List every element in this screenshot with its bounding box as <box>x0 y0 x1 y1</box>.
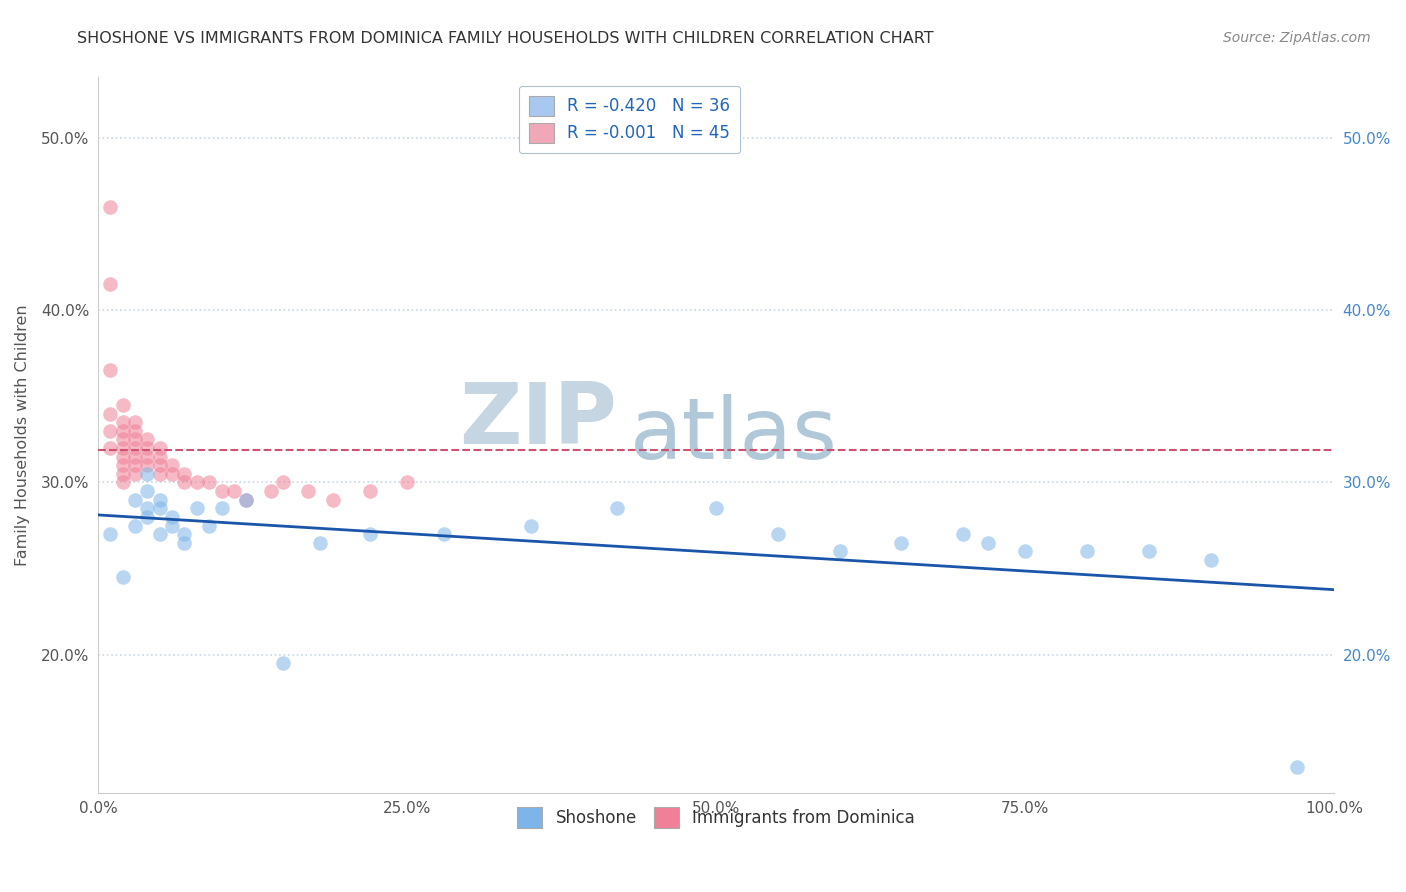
Point <box>211 501 233 516</box>
Point <box>235 492 257 507</box>
Point <box>98 527 121 541</box>
Point <box>149 492 172 507</box>
Point <box>704 501 727 516</box>
Point <box>124 467 146 481</box>
Point <box>160 518 183 533</box>
Point <box>111 458 134 473</box>
Point <box>136 509 159 524</box>
Legend: Shoshone, Immigrants from Dominica: Shoshone, Immigrants from Dominica <box>510 801 921 834</box>
Point <box>359 484 381 499</box>
Point <box>124 424 146 438</box>
Point <box>98 441 121 455</box>
Point <box>297 484 319 499</box>
Point <box>173 467 195 481</box>
Point <box>222 484 245 499</box>
Point <box>136 441 159 455</box>
Point <box>198 518 221 533</box>
Point <box>1137 544 1160 558</box>
Point <box>395 475 418 490</box>
Point <box>149 501 172 516</box>
Point <box>111 424 134 438</box>
Point <box>98 407 121 421</box>
Point <box>149 458 172 473</box>
Text: atlas: atlas <box>630 393 838 476</box>
Point <box>136 450 159 464</box>
Point <box>273 657 295 671</box>
Point <box>136 467 159 481</box>
Point <box>160 509 183 524</box>
Text: Source: ZipAtlas.com: Source: ZipAtlas.com <box>1223 31 1371 45</box>
Text: ZIP: ZIP <box>460 379 617 462</box>
Point <box>433 527 456 541</box>
Point <box>977 535 1000 549</box>
Point <box>952 527 974 541</box>
Point <box>124 458 146 473</box>
Point <box>235 492 257 507</box>
Point <box>186 501 208 516</box>
Text: SHOSHONE VS IMMIGRANTS FROM DOMINICA FAMILY HOUSEHOLDS WITH CHILDREN CORRELATION: SHOSHONE VS IMMIGRANTS FROM DOMINICA FAM… <box>77 31 934 46</box>
Point <box>136 501 159 516</box>
Point <box>198 475 221 490</box>
Point <box>136 484 159 499</box>
Y-axis label: Family Households with Children: Family Households with Children <box>15 304 30 566</box>
Point <box>111 415 134 429</box>
Point <box>136 458 159 473</box>
Point <box>173 475 195 490</box>
Point <box>1014 544 1036 558</box>
Point <box>124 415 146 429</box>
Point <box>766 527 789 541</box>
Point <box>1286 760 1309 774</box>
Point <box>98 277 121 292</box>
Point <box>173 527 195 541</box>
Point <box>111 398 134 412</box>
Point <box>828 544 851 558</box>
Point <box>111 467 134 481</box>
Point <box>124 433 146 447</box>
Point <box>98 200 121 214</box>
Point <box>160 467 183 481</box>
Point <box>111 441 134 455</box>
Point <box>211 484 233 499</box>
Point <box>111 450 134 464</box>
Point <box>160 458 183 473</box>
Point <box>273 475 295 490</box>
Point <box>1076 544 1098 558</box>
Point <box>309 535 332 549</box>
Point <box>111 570 134 584</box>
Point <box>260 484 283 499</box>
Point <box>890 535 912 549</box>
Point <box>322 492 344 507</box>
Point <box>359 527 381 541</box>
Point <box>149 467 172 481</box>
Point <box>98 424 121 438</box>
Point <box>124 492 146 507</box>
Point <box>124 441 146 455</box>
Point <box>149 527 172 541</box>
Point <box>111 433 134 447</box>
Point <box>136 433 159 447</box>
Point <box>124 518 146 533</box>
Point <box>149 450 172 464</box>
Point <box>149 441 172 455</box>
Point <box>519 518 541 533</box>
Point <box>98 363 121 377</box>
Point <box>186 475 208 490</box>
Point <box>111 475 134 490</box>
Point <box>1199 553 1222 567</box>
Point <box>606 501 628 516</box>
Point <box>124 450 146 464</box>
Point <box>173 535 195 549</box>
